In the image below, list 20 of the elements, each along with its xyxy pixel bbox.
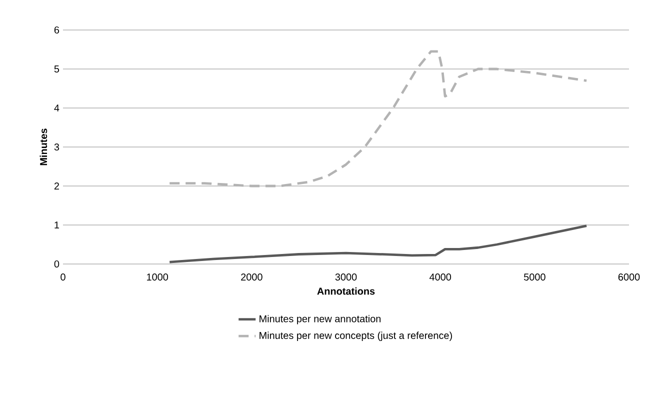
x-axis-title: Annotations	[317, 287, 375, 295]
legend-label: Minutes per new annotation	[260, 314, 381, 324]
legend-label: Minutes per new concepts (just a reference)	[260, 332, 452, 341]
x-tick-label: 1000	[147, 274, 168, 281]
y-axis-title: Minutes	[40, 128, 48, 166]
y-tick-label: 5	[54, 66, 60, 72]
y-tick-label: 1	[54, 222, 59, 228]
y-tick-label: 4	[54, 104, 60, 112]
y-tick-label: 6	[54, 26, 60, 34]
line-series	[168, 224, 588, 264]
x-tick-label: 5000	[524, 274, 546, 281]
line-series	[168, 50, 588, 188]
x-tick-label: 0	[60, 274, 66, 281]
y-tick-label: 0	[54, 260, 60, 268]
x-tick-label: 3000	[335, 274, 357, 281]
x-tick-label: 4000	[429, 274, 452, 281]
x-tick-label: 2000	[241, 274, 262, 281]
y-tick-label: 3	[54, 143, 60, 151]
y-tick-label: 2	[54, 182, 59, 190]
x-tick-label: 6000	[618, 274, 640, 281]
